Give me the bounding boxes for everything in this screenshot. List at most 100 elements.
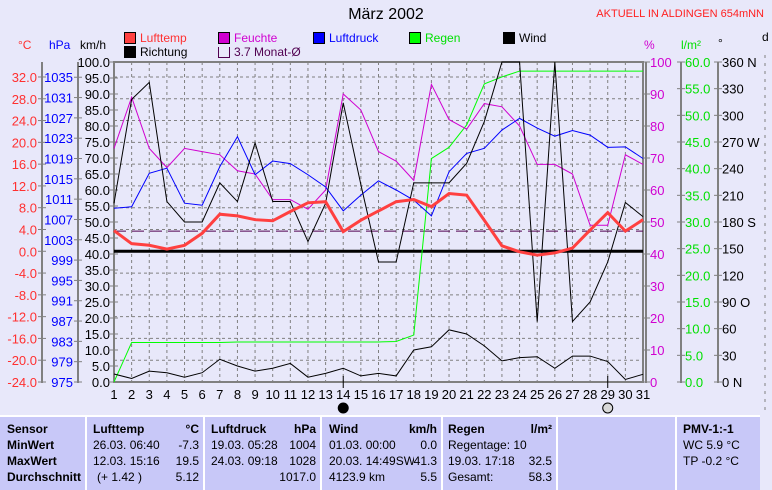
header-regen: Regen bbox=[448, 422, 485, 436]
x-tick-label: 1 bbox=[110, 387, 117, 402]
rain-tick-label: 45.0 bbox=[685, 135, 710, 150]
humidity-tick-label: 0 bbox=[650, 375, 657, 390]
wind-tick-label: 75.0 bbox=[85, 135, 110, 150]
pressure-tick-label: 1023 bbox=[44, 131, 73, 146]
temp-tick-label: -24.0 bbox=[7, 375, 37, 390]
x-tick-label: 22 bbox=[477, 387, 491, 402]
cell: 19.03. 05:28 bbox=[211, 438, 278, 452]
cell: 1017.0 bbox=[279, 470, 316, 484]
wind-tick-label: 35.0 bbox=[85, 263, 110, 278]
cell: 1004 bbox=[289, 438, 316, 452]
wind-tick-label: 90.0 bbox=[85, 87, 110, 102]
rain-tick-label: 50.0 bbox=[685, 108, 710, 123]
legend-feuchte: Feuchte bbox=[218, 31, 277, 45]
row-label-avg: Durchschnitt bbox=[7, 470, 82, 484]
swatch bbox=[503, 32, 515, 44]
x-tick-label: 23 bbox=[495, 387, 509, 402]
temp-tick-label: 24.0 bbox=[12, 114, 37, 129]
legend-wind: Wind bbox=[503, 31, 546, 45]
x-tick-label: 16 bbox=[371, 387, 385, 402]
wind-tick-label: 5.0 bbox=[92, 359, 110, 374]
temp-tick-label: 20.0 bbox=[12, 135, 37, 150]
cell: 1028 bbox=[289, 454, 316, 468]
x-tick-label: 10 bbox=[265, 387, 279, 402]
legend-label: Feuchte bbox=[234, 31, 278, 45]
pressure-tick-label: 1003 bbox=[44, 233, 73, 248]
col-wind: Wind km/h 01.03. 00:00 0.0 20.03. 14:49S… bbox=[322, 417, 443, 490]
x-tick-label: 25 bbox=[530, 387, 544, 402]
cell: 19.5 bbox=[175, 454, 199, 468]
rain-tick-label: 40.0 bbox=[685, 162, 710, 177]
humidity-tick-label: 40 bbox=[650, 247, 664, 262]
wind-tick-label: 55.0 bbox=[85, 199, 110, 214]
temp-tick-label: 12.0 bbox=[12, 179, 37, 194]
x-tick-label: 14 bbox=[336, 387, 350, 402]
wind-tick-label: 50.0 bbox=[85, 215, 110, 230]
cell: 41.3 bbox=[413, 454, 437, 468]
pressure-tick-label: 983 bbox=[51, 334, 73, 349]
temp-tick-label: 0.0 bbox=[19, 244, 37, 259]
rain-tick-label: 15.0 bbox=[685, 295, 710, 310]
x-tick-label: 13 bbox=[318, 387, 332, 402]
cell: 5.12 bbox=[175, 470, 199, 484]
x-tick-label: 31 bbox=[636, 387, 650, 402]
rain-tick-label: 35.0 bbox=[685, 188, 710, 203]
direction-tick-label: 0 N bbox=[722, 375, 742, 390]
temp-tick-label: 8.0 bbox=[19, 201, 37, 216]
cell: 24.03. 09:18 bbox=[211, 454, 278, 468]
pressure-tick-label: 987 bbox=[51, 314, 73, 329]
wind-tick-label: 10.0 bbox=[85, 343, 110, 358]
rain-tick-label: 30.0 bbox=[685, 215, 710, 230]
rain-unit: l/m² bbox=[681, 38, 701, 52]
direction-tick-label: 90 O bbox=[722, 295, 750, 310]
pressure-tick-label: 1011 bbox=[45, 192, 73, 207]
x-tick-label: 15 bbox=[354, 387, 368, 402]
cell: Regentage: 10 bbox=[448, 438, 527, 452]
pressure-tick-label: 995 bbox=[51, 273, 73, 288]
humidity-tick-label: 100 bbox=[650, 55, 672, 70]
cell: Gesamt: bbox=[448, 470, 494, 484]
cell: 5.5 bbox=[420, 470, 437, 484]
x-tick-label: 12 bbox=[301, 387, 315, 402]
new-moon-icon bbox=[337, 402, 349, 414]
col-empty bbox=[558, 417, 677, 490]
wind-tick-label: 15.0 bbox=[85, 327, 110, 342]
swatch bbox=[124, 32, 136, 44]
direction-tick-label: 240 bbox=[722, 162, 744, 177]
rain-tick-label: 10.0 bbox=[685, 322, 710, 337]
col-pmv: PMV-1:-1 WC 5.9 °C TP -0.2 °C bbox=[677, 417, 760, 490]
header-wind: Wind bbox=[329, 422, 359, 436]
x-tick-label: 5 bbox=[181, 387, 188, 402]
legend-label: Richtung bbox=[140, 45, 188, 59]
temp-tick-label: -4.0 bbox=[15, 266, 37, 281]
wind-tick-label: 80.0 bbox=[85, 119, 110, 134]
wind-tick-label: 0.0 bbox=[92, 375, 110, 390]
col-luftdruck: Luftdruck hPa 19.03. 05:28 1004 24.03. 0… bbox=[205, 417, 322, 490]
pressure-tick-label: 1007 bbox=[44, 212, 73, 227]
x-tick-label: 20 bbox=[442, 387, 456, 402]
chart-title: März 2002 bbox=[348, 6, 424, 23]
x-tick-label: 26 bbox=[548, 387, 562, 402]
direction-tick-label: 210 bbox=[722, 188, 744, 203]
x-tick-label: 17 bbox=[389, 387, 403, 402]
cell: -7.3 bbox=[178, 438, 199, 452]
direction-tick-label: 270 W bbox=[722, 135, 760, 150]
legend-richtung: Richtung bbox=[124, 45, 187, 59]
legend-monthly-avg: 3.7 Monat-Ø bbox=[218, 45, 301, 59]
direction-tick-label: 60 bbox=[722, 322, 736, 337]
x-tick-label: 11 bbox=[284, 387, 298, 402]
x-tick-label: 9 bbox=[251, 387, 258, 402]
pressure-tick-label: 1035 bbox=[44, 70, 73, 85]
pressure-tick-label: 991 bbox=[51, 294, 73, 309]
wind-tick-label: 95.0 bbox=[85, 71, 110, 86]
pressure-tick-label: 1031 bbox=[44, 91, 73, 106]
rain-tick-label: 60.0 bbox=[685, 55, 710, 70]
legend-label: Luftdruck bbox=[329, 31, 379, 45]
x-tick-label: 7 bbox=[216, 387, 223, 402]
swatch bbox=[218, 32, 230, 44]
wind-tick-label: 20.0 bbox=[85, 311, 110, 326]
temp-tick-label: 28.0 bbox=[12, 92, 37, 107]
direction-tick-label: 180 S bbox=[722, 215, 756, 230]
unit-lufttemp: °C bbox=[185, 422, 199, 436]
station-label: AKTUELL IN ALDINGEN 654mNN bbox=[596, 8, 764, 20]
